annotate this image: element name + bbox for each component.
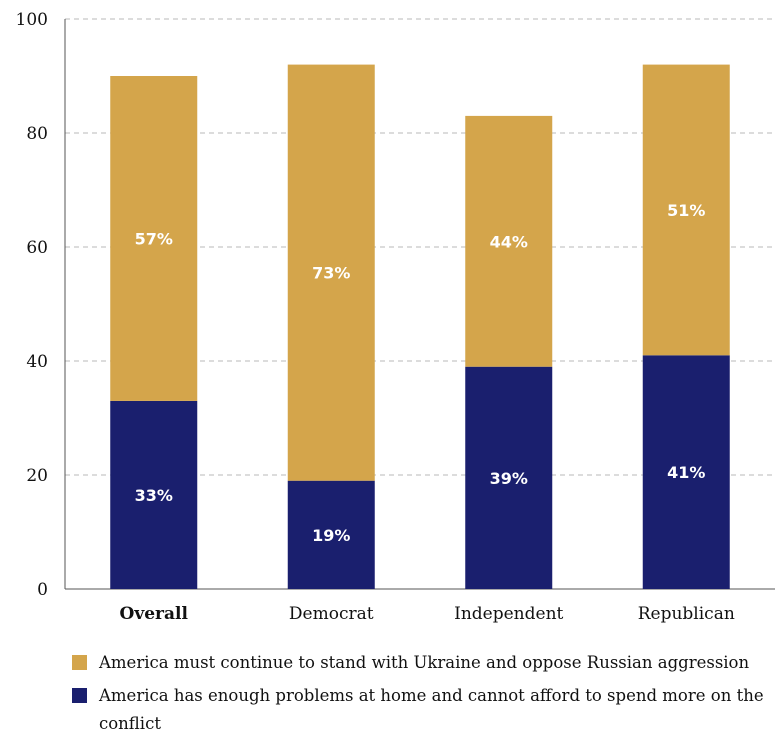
y-tick-label-40: 40 — [26, 352, 48, 372]
legend-swatch-support-ukraine — [72, 655, 87, 670]
bar-segment-republican-0 — [642, 355, 730, 589]
chart-legend: America must continue to stand with Ukra… — [72, 649, 772, 743]
y-tick-label-60: 60 — [26, 238, 48, 258]
bar-value-label-republican-1: 51% — [667, 201, 705, 220]
y-tick-label-20: 20 — [26, 466, 48, 486]
bar-segment-republican-1 — [642, 64, 730, 356]
legend-swatch-problems-at-home — [72, 688, 87, 703]
bar-value-label-independent-0: 39% — [490, 469, 528, 488]
stacked-bar-chart: 0 20 40 60 80 100 33% 57% Overall 19% 73% Democrat 3… — [16, 10, 775, 624]
legend-item-support-ukraine: America must continue to stand with Ukra… — [72, 649, 772, 677]
legend-item-problems-at-home: America has enough problems at home and … — [72, 682, 772, 738]
bar-value-label-independent-1: 44% — [490, 232, 528, 251]
bar-segment-independent-0 — [465, 366, 553, 589]
bar-value-label-democrat-1: 73% — [312, 264, 350, 283]
x-tick-label-republican: Republican — [638, 604, 735, 624]
bar-segment-overall-1 — [110, 76, 198, 401]
bar-value-label-overall-1: 57% — [135, 229, 173, 248]
x-tick-label-overall: Overall — [120, 604, 189, 624]
bar-segment-overall-0 — [110, 400, 198, 589]
bar-value-label-overall-0: 33% — [135, 486, 173, 505]
bar-segment-democrat-0 — [287, 480, 375, 589]
legend-label-support-ukraine: America must continue to stand with Ukra… — [99, 653, 750, 672]
bar-segment-independent-1 — [465, 115, 553, 367]
y-tick-label-0: 0 — [37, 580, 48, 600]
bar-value-label-republican-0: 41% — [667, 463, 705, 482]
legend-label-problems-at-home: America has enough problems at home and … — [99, 686, 764, 733]
y-tick-label-80: 80 — [26, 124, 48, 144]
bar-value-label-democrat-0: 19% — [312, 526, 350, 545]
x-tick-label-democrat: Democrat — [289, 604, 374, 624]
bar-segment-democrat-1 — [287, 64, 375, 481]
y-tick-label-100: 100 — [16, 10, 48, 30]
x-tick-label-independent: Independent — [454, 604, 563, 624]
